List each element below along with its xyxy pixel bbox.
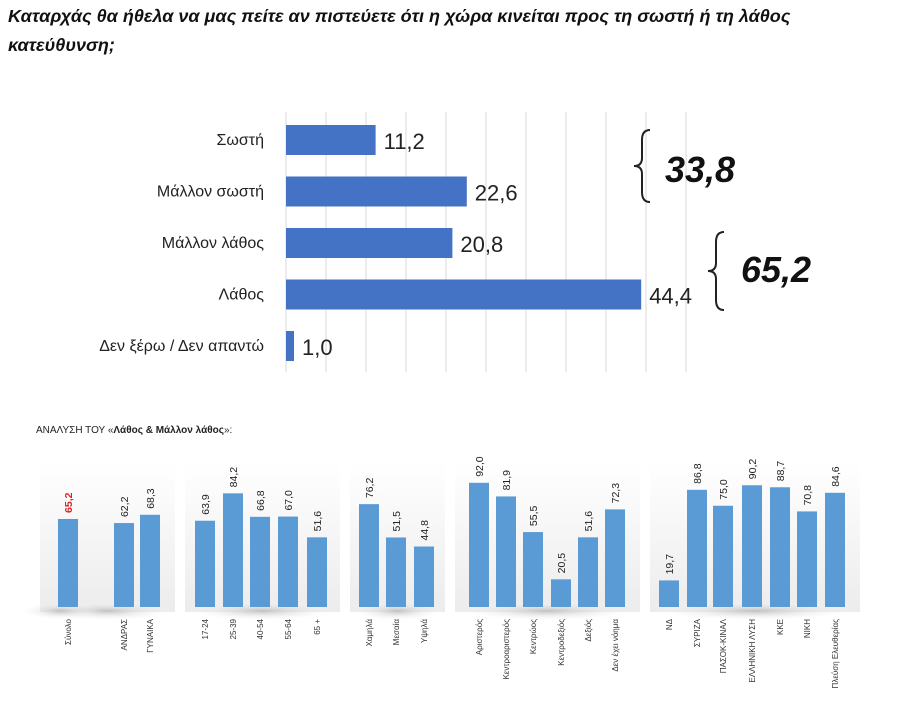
bar <box>523 532 543 607</box>
value-label: 66,8 <box>255 490 267 511</box>
category-label: ΑΝΔΡΑΣ <box>120 619 129 651</box>
bar <box>114 523 134 607</box>
category-label: Αριστερός <box>475 619 484 655</box>
bar <box>659 580 679 607</box>
bar <box>195 520 215 607</box>
value-label: 81,9 <box>501 470 513 491</box>
question-title: Καταρχάς θα ήθελα να μας πείτε αν πιστεύ… <box>8 6 791 55</box>
bar <box>140 514 160 607</box>
category-label: Λάθος <box>219 287 265 304</box>
bar <box>797 511 817 607</box>
category-label: Κεντροδεξιός <box>557 619 566 666</box>
category-label: Χαμηλά <box>365 619 374 647</box>
bar <box>605 509 625 607</box>
bar <box>223 493 243 607</box>
brace-correct <box>633 129 651 203</box>
category-label: 40-54 <box>256 618 265 639</box>
bar <box>469 482 489 607</box>
bar <box>278 516 298 607</box>
category-label: Πλεύση Ελευθερίας <box>831 619 840 689</box>
category-label: ΝΔ <box>665 618 674 630</box>
category-label: ΠΑΣΟΚ-ΚΙΝΑΛ <box>719 618 728 673</box>
value-label: 20,5 <box>556 553 568 574</box>
value-label: 76,2 <box>364 478 376 499</box>
value-label: 11,2 <box>384 129 425 154</box>
value-label: 51,5 <box>391 511 403 532</box>
value-label: 84,6 <box>830 466 842 487</box>
value-label: 84,2 <box>228 467 240 488</box>
category-label: ΝΙΚΗ <box>803 619 812 638</box>
value-label: 92,0 <box>474 456 486 477</box>
value-label: 72,3 <box>610 483 622 504</box>
value-label: 1,0 <box>302 335 333 360</box>
category-label: Δεν έχει νόημα <box>611 619 620 672</box>
bar <box>825 492 845 607</box>
category-label: Κεντροαριστερός <box>502 619 511 680</box>
value-label: 44,8 <box>419 520 431 541</box>
subtitle-prefix: ΑΝΑΛΥΣΗ ΤΟΥ « <box>36 425 114 436</box>
value-label: 90,2 <box>747 459 759 480</box>
bar <box>551 579 571 607</box>
value-label: 51,6 <box>312 511 324 532</box>
bar <box>286 331 294 361</box>
value-label: 70,8 <box>802 485 814 506</box>
category-label: Δεξιός <box>584 619 593 642</box>
category-label: ΣΥΡΙΖΑ <box>693 618 702 647</box>
value-label: 55,5 <box>528 505 540 526</box>
bar <box>359 504 379 607</box>
category-label: ΚΚΕ <box>776 619 785 635</box>
value-label: 65,2 <box>63 492 75 513</box>
bar <box>687 489 707 607</box>
value-label: 63,9 <box>200 494 212 515</box>
value-label: 44,4 <box>649 284 692 309</box>
category-label: Σύνολο <box>64 618 73 644</box>
category-label: ΓΥΝΑΙΚΑ <box>146 618 155 652</box>
category-label: ΕΛΛΗΝΙΚΗ ΛΥΣΗ <box>748 619 757 683</box>
category-label: Δεν ξέρω / Δεν απαντώ <box>99 338 264 355</box>
value-label: 22,6 <box>475 181 518 206</box>
value-label: 19,7 <box>664 554 676 575</box>
bar <box>307 537 327 607</box>
category-label: 25-39 <box>229 618 238 639</box>
category-label: Σωστή <box>217 132 264 149</box>
category-label: 65 + <box>313 619 322 635</box>
value-label: 67,0 <box>283 490 295 511</box>
bar <box>496 496 516 607</box>
bar <box>286 279 642 310</box>
bar <box>770 487 790 607</box>
subtitle-bold: Λάθος & Μάλλον λάθος <box>113 425 224 436</box>
bar <box>386 537 406 607</box>
category-label: 17-24 <box>201 618 210 639</box>
subtitle-suffix: »: <box>223 425 233 436</box>
total-wrong-label: 65,2 <box>741 249 811 290</box>
analysis-subtitle: ΑΝΑΛΥΣΗ ΤΟΥ «Λάθος & Μάλλον λάθος»: <box>36 425 232 436</box>
bar <box>286 176 467 207</box>
category-label: Υψηλά <box>420 619 429 643</box>
value-label: 51,6 <box>583 511 595 532</box>
category-label: Κεντρώος <box>529 619 538 654</box>
category-label: 55-64 <box>284 618 293 639</box>
category-label: Μάλλον λάθος <box>162 235 264 252</box>
category-label: Μάλλον σωστή <box>157 184 264 201</box>
value-label: 86,8 <box>692 463 704 484</box>
bar <box>286 125 376 155</box>
value-label: 75,0 <box>718 479 730 500</box>
value-label: 20,8 <box>460 232 503 257</box>
value-label: 68,3 <box>145 488 157 509</box>
bar <box>58 518 78 607</box>
value-label: 88,7 <box>775 461 787 482</box>
floor-shadow <box>20 602 100 620</box>
bar <box>414 546 434 607</box>
bar <box>286 228 453 258</box>
bar <box>250 516 270 607</box>
bar <box>713 505 733 607</box>
category-label: Μεσαία <box>392 619 401 646</box>
value-label: 62,2 <box>119 496 131 517</box>
bar <box>578 537 598 607</box>
total-correct-label: 33,8 <box>665 149 735 190</box>
main-bar-chart: Σωστή 11,2 Μάλλον σωστή 22,6 Μάλλον λάθος 20,… <box>99 112 811 372</box>
bar <box>742 485 762 607</box>
brace-wrong <box>707 231 725 311</box>
